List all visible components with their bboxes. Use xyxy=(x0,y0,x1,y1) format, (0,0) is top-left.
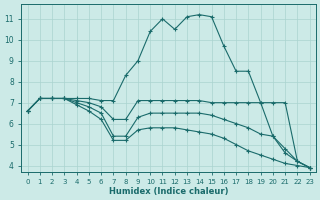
X-axis label: Humidex (Indice chaleur): Humidex (Indice chaleur) xyxy=(109,187,228,196)
